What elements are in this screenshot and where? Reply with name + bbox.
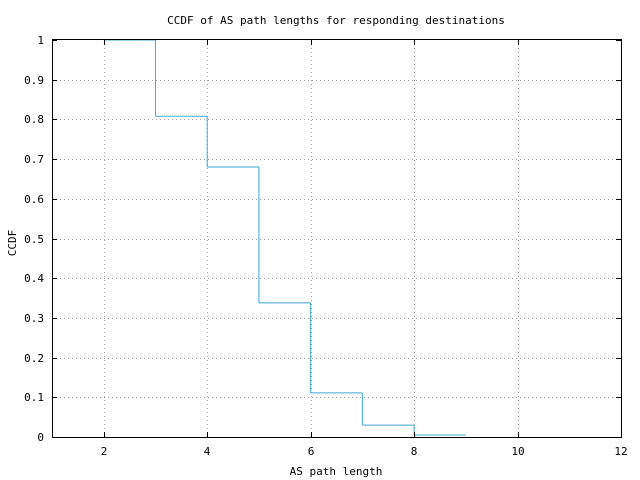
y-tick-label: 0.1 <box>24 391 44 404</box>
y-tick-label: 0.2 <box>24 352 44 365</box>
y-tick-label: 0.3 <box>24 312 44 325</box>
y-tick-label: 0.6 <box>24 193 44 206</box>
x-tick-label: 10 <box>511 445 524 458</box>
x-tick-label: 4 <box>204 445 211 458</box>
axis-ticks <box>52 40 622 438</box>
y-tick-label: 0.7 <box>24 153 44 166</box>
x-tick-label: 2 <box>101 445 108 458</box>
y-axis-label: CCDF <box>6 230 19 257</box>
x-axis-label: AS path length <box>290 465 383 478</box>
y-tick-label: 0 <box>37 431 44 444</box>
y-tick-label: 0.5 <box>24 233 44 246</box>
y-tick-label: 0.9 <box>24 74 44 87</box>
x-tick-label: 8 <box>411 445 418 458</box>
y-tick-label: 1 <box>37 34 44 47</box>
x-tick-label: 6 <box>308 445 315 458</box>
series-layer <box>103 39 466 436</box>
y-tick-label: 0.8 <box>24 113 44 126</box>
grid-lines <box>52 40 621 437</box>
plot-frame <box>52 39 622 438</box>
y-tick-labels: 0 0.1 0.2 0.3 0.4 0.5 0.6 0.7 0.8 0.9 1 <box>24 34 44 444</box>
chart-title: CCDF of AS path lengths for responding d… <box>167 14 505 27</box>
y-tick-label: 0.4 <box>24 272 44 285</box>
x-tick-label: 12 <box>614 445 627 458</box>
x-tick-labels: 2 4 6 8 10 12 <box>101 445 628 458</box>
